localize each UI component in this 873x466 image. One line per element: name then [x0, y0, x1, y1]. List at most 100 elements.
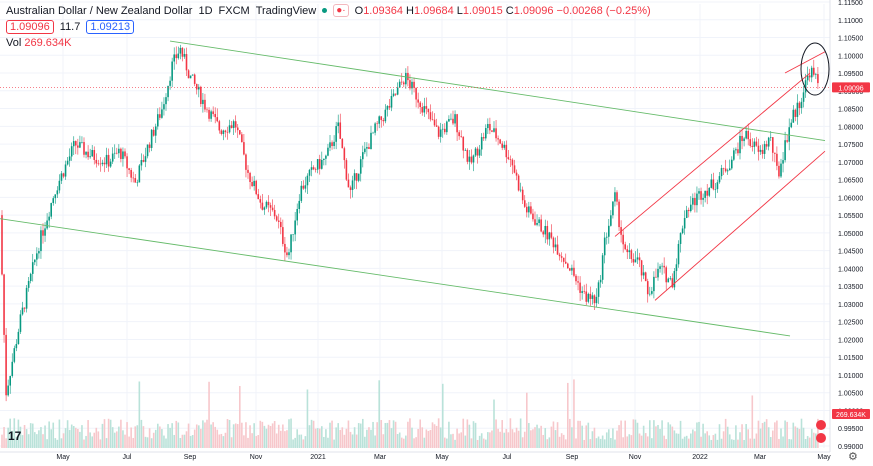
- candle-body: [95, 159, 98, 164]
- volume-bar: [462, 418, 465, 448]
- volume-bar: [374, 435, 376, 448]
- candle-body: [634, 259, 637, 263]
- candle-body: [66, 160, 69, 165]
- y-tick-label: 1.05500: [838, 213, 863, 220]
- candle-body: [1, 215, 3, 275]
- candle-body: [249, 172, 251, 183]
- y-tick-label: 1.04000: [838, 266, 863, 273]
- volume-bar: [214, 426, 216, 448]
- candle-body: [321, 159, 323, 169]
- candle-body: [189, 75, 192, 79]
- candle-body: [400, 81, 403, 83]
- x-tick-label: Jul: [123, 454, 132, 461]
- candle-body: [716, 182, 719, 190]
- volume-bar: [44, 425, 46, 448]
- volume-bar: [468, 424, 471, 448]
- candle-body: [294, 220, 296, 235]
- high-label: H: [406, 4, 414, 17]
- volume-bar: [776, 420, 778, 448]
- candle-body: [54, 194, 57, 199]
- candle-body: [419, 102, 421, 108]
- candle-body: [497, 138, 499, 140]
- volume-bar: [79, 431, 81, 448]
- candle-body: [50, 203, 52, 217]
- candle-body: [384, 109, 387, 122]
- candle-body: [335, 126, 337, 142]
- y-tick-label: 0.99000: [838, 444, 863, 451]
- green-trend-line: [0, 218, 791, 337]
- candle-body: [99, 163, 102, 165]
- candle-body: [425, 106, 428, 109]
- candle-body: [101, 162, 104, 165]
- candle-body: [165, 97, 167, 105]
- candle-body: [89, 156, 91, 158]
- volume-bar: [626, 436, 629, 448]
- volume-bar: [603, 439, 606, 448]
- visibility-icon[interactable]: ●·: [333, 4, 349, 17]
- candle-body: [694, 197, 696, 206]
- volume-bar: [810, 428, 813, 448]
- candle-body: [511, 159, 514, 166]
- ask-button[interactable]: 1.09213: [86, 20, 135, 34]
- candle-body: [763, 144, 766, 154]
- candle-body: [749, 139, 752, 146]
- candle-body: [109, 161, 112, 167]
- candle-body: [353, 173, 356, 181]
- volume-bar: [540, 425, 542, 448]
- candle-body: [655, 276, 657, 278]
- interval-label[interactable]: 1D: [198, 4, 213, 17]
- candle-body: [759, 149, 762, 152]
- candle-body: [698, 191, 700, 194]
- volume-bar: [653, 420, 655, 448]
- volume-bar: [11, 430, 14, 448]
- candle-body: [204, 99, 206, 110]
- volume-bar: [669, 424, 672, 448]
- volume-bar: [599, 438, 602, 448]
- volume-bar: [464, 435, 467, 448]
- volume-bar: [372, 421, 374, 448]
- symbol-title[interactable]: Australian Dollar / New Zealand Dollar: [6, 4, 193, 17]
- candle-body: [550, 232, 553, 238]
- y-tick-label: 0.99500: [838, 426, 863, 433]
- high-value: 1.09684: [413, 4, 454, 17]
- settings-gear-icon[interactable]: ⚙: [848, 451, 858, 463]
- y-tick-label: 1.06500: [838, 178, 863, 185]
- candle-body: [161, 109, 163, 118]
- candle-body: [458, 132, 460, 137]
- volume-bar: [661, 420, 663, 448]
- volume-bar: [245, 422, 247, 448]
- candle-body: [62, 173, 65, 177]
- candle-body: [107, 154, 110, 167]
- candle-body: [780, 163, 782, 177]
- volume-bar: [509, 418, 512, 448]
- volume-bar: [368, 427, 370, 448]
- bid-button[interactable]: 1.09096: [6, 20, 54, 34]
- candle-body: [728, 168, 731, 171]
- tradingview-logo-icon[interactable]: 17: [8, 429, 22, 443]
- volume-bar: [802, 427, 805, 448]
- candle-body: [261, 202, 264, 210]
- candle-body: [60, 173, 63, 181]
- volume-bar: [532, 429, 534, 448]
- candle-body: [542, 231, 544, 235]
- candle-body: [142, 160, 145, 162]
- volume-bar: [23, 425, 26, 448]
- volume-bar: [259, 420, 262, 448]
- candle-body: [544, 225, 547, 235]
- candle-body: [513, 165, 516, 173]
- volume-bar: [784, 420, 786, 448]
- candle-body: [618, 201, 620, 228]
- volume-bar: [452, 433, 454, 448]
- volume-bar: [405, 435, 407, 448]
- volume-bar: [321, 426, 323, 448]
- candle-body: [345, 160, 348, 180]
- candle-body: [628, 250, 631, 253]
- volume-bar: [433, 424, 436, 448]
- volume-bar: [444, 437, 446, 448]
- candle-body: [159, 114, 161, 118]
- candle-body: [222, 130, 225, 134]
- volume-bar: [124, 434, 126, 448]
- candle-body: [48, 216, 50, 221]
- last-volume-label: 269.634K: [836, 412, 866, 419]
